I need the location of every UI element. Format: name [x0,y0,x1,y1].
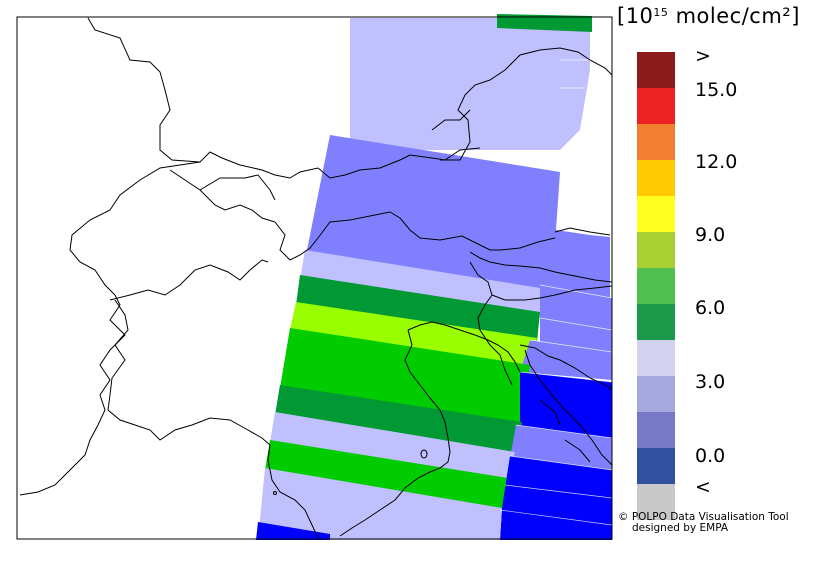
coastline [339,329,451,537]
swath-strip [270,412,515,480]
swath-strip [275,385,522,455]
border-path [469,261,513,386]
legend-swatch [637,448,675,484]
legend-swatch [637,268,675,304]
legend-label-15: 15.0 [695,79,738,101]
legend-label-3: 3.0 [695,371,726,393]
border-path [440,47,613,161]
swath-strip [520,372,612,440]
island [420,449,428,459]
credit-line-1: © POLPO Data Visualisation Tool [618,511,789,523]
legend-swatch [637,412,675,448]
coastline [407,321,521,373]
legend-label-0: 0.0 [695,445,726,467]
swath-strip [256,522,330,540]
border-path [554,227,611,236]
legend-swatch [637,340,675,376]
swath-strip [540,285,612,355]
swath-strip [290,302,537,368]
legend-label-underflow: < [695,476,711,498]
map-frame [16,16,613,540]
legend-swatch [637,232,675,268]
legend-label-12: 12.0 [695,151,738,173]
credit-line-2: designed by EMPA [632,522,729,534]
border-path [519,344,613,391]
legend-unit-title: [1015 molec/cm²] [617,4,800,28]
legend-swatch [637,196,675,232]
border-path [491,285,613,301]
border-path [87,17,481,179]
border-path [169,169,319,261]
legend-swatch [637,484,675,520]
legend-swatch [637,304,675,340]
swath-strip [510,425,612,470]
legend-label-6: 6.0 [695,297,726,319]
coastline [524,349,613,466]
legend-swatch [637,376,675,412]
swath-strip [500,456,612,540]
swath-strip [265,440,508,510]
legend-swatch [637,52,675,88]
legend-swatch [637,124,675,160]
legend-label-overflow: > [695,45,711,67]
swath-strip [520,340,612,380]
border-path [317,211,556,251]
swath-strip [258,468,502,540]
coastline [539,399,591,463]
border-path [469,251,613,283]
border-path [107,299,271,446]
border-path [267,444,319,539]
island [273,491,277,495]
border-path [19,161,201,496]
border-path [199,174,276,201]
swath-strip [497,14,592,32]
color-legend-bar [637,52,675,520]
country-borders [19,17,613,539]
legend-swatch [637,88,675,124]
border-path [431,109,471,131]
legend-label-9: 9.0 [695,224,726,246]
no2-swath [256,14,613,540]
swath-strip [350,18,590,150]
border-path [109,259,269,301]
swath-strip [280,328,530,425]
swath-strip [300,250,540,318]
legend-swatch [637,160,675,196]
